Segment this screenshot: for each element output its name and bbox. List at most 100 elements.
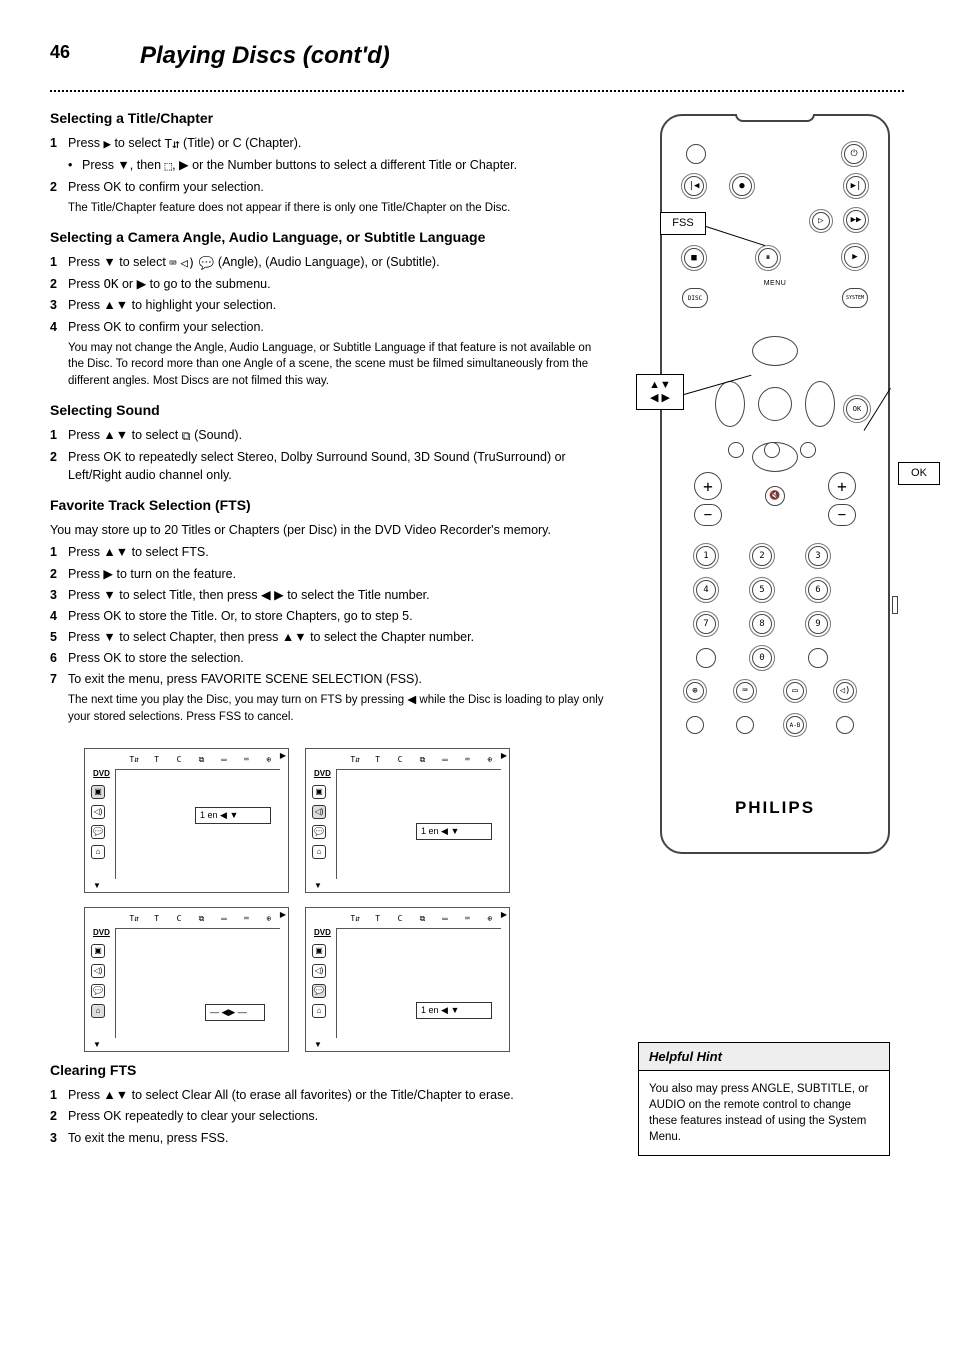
step-d4: 4Press OK to store the Title. Or, to sto… [50,607,605,625]
osd-side-icon: ⌂ [91,1004,105,1018]
osd-side-icon: ▣ [91,944,105,958]
nav-right-icon [103,135,111,153]
osd-side-icon: ⌂ [91,845,105,859]
title-icon: T⇵ [164,135,179,153]
ffwd-icon: ▶▶ [846,210,866,230]
subtitle-icon: 💬 [199,254,215,272]
divider [50,90,904,92]
osd-side-icon: 💬 [91,984,105,998]
brand-label: PHILIPS [662,798,888,818]
osd-side-icon: 💬 [91,825,105,839]
channel-up-icon: + [828,472,856,500]
angle-icon: ⌨ [169,254,177,272]
audio-icon: ◁) [180,254,195,272]
ok-inline-icon: OK [103,275,118,293]
stop-icon: ■ [684,248,704,268]
channel-down-icon: − [828,504,856,526]
remote-blank-button [696,648,716,668]
volume-up-icon: + [694,472,722,500]
number-4-button: 4 [696,580,716,600]
callout-fss: FSS [660,212,706,235]
remote-bottom-btn-4 [836,716,854,734]
record-icon: ● [732,176,752,196]
step-d6: 6Press OK to store the selection. [50,649,605,667]
mute-icon: 🔇 [765,486,785,506]
step-e2: 2Press OK repeatedly to clear your selec… [50,1107,605,1125]
heading-fts: Favorite Track Selection (FTS) [50,495,605,515]
osd-side-icon: ◁) [91,805,105,819]
ok-small-icon: ⬚ [165,157,173,175]
osd-field: 1 en ◀ ▼ [416,823,492,840]
osd-side-icon: ▣ [91,785,105,799]
fts-intro: You may store up to 20 Titles or Chapter… [50,521,605,539]
osd-field: — ◀▶ — [205,1004,265,1021]
step-d3: 3 Press ▼ to select Title, then press ◀ … [50,586,605,604]
step-d7: 7To exit the menu, press FAVORITE SCENE … [50,670,605,688]
step-b4: 4 Press OK to confirm your selection. [50,318,605,336]
ab-repeat-icon: A-B [786,716,804,734]
callout-arrows: ▲▼ ◀ ▶ [636,374,684,410]
play-small-icon: ▷ [812,212,830,230]
callout-ok: OK [898,462,940,485]
title-chapter-footnote: The Title/Chapter feature does not appea… [68,200,605,217]
step-d2: 2Press ▶ to turn on the feature. [50,565,605,583]
sound-icon: ⧉ [182,427,191,445]
heading-sound: Selecting Sound [50,400,605,420]
remote-bottom-btn-2 [736,716,754,734]
number-1-button: 1 [696,546,716,566]
osd-side-icon: ◁) [91,964,105,978]
page-number: 46 [50,42,70,63]
ok-button: OK [846,398,868,420]
nav-up-icon [752,336,798,366]
instructions-column: Selecting a Title/Chapter 1 Press to sel… [50,108,605,736]
number-2-button: 2 [752,546,772,566]
number-8-button: 8 [752,614,772,634]
number-9-button: 9 [808,614,828,634]
heading-clear-fts: Clearing FTS [50,1060,605,1080]
osd-side-icon: ▣ [312,785,326,799]
step-b2: 2 Press OK or ▶ to go to the submenu. [50,275,605,294]
step-a1: 1 Press to select T⇵ (Title) or C (Chapt… [50,134,605,153]
heading-angle-audio-subtitle: Selecting a Camera Angle, Audio Language… [50,227,605,247]
clearing-fts-col: Clearing FTS 1Press ▲▼ to select Clear A… [50,1060,605,1150]
remote-btn-top-left [686,144,706,164]
remote-small-btn-2 [764,442,780,458]
osd-toprow: T⇵TC⧉▭⌨⊕ [123,914,280,928]
osd-dvd-label: DVD [93,769,110,778]
osd-side-icon: ⌂ [312,1004,326,1018]
power-icon: ⏻ [844,144,864,164]
heading-select-title-chapter: Selecting a Title/Chapter [50,108,605,128]
nav-right-icon [805,381,835,427]
audio-remote-icon: ◁) [836,682,854,700]
osd-side-icon: ◁) [312,805,326,819]
osd-dvd-label: DVD [93,928,110,937]
osd-field: 1 en ◀ ▼ [416,1002,492,1019]
osd-side-icon: ▣ [312,944,326,958]
pause-icon: ⏸ [758,248,778,268]
nav-left-icon [715,381,745,427]
step-a1-sub: • Press ▼, then ⬚, ▶ or the Number butto… [68,156,605,175]
remote-small-btn-3 [800,442,816,458]
osd-panel-3: T⇵TC⧉▭⌨⊕DVD▣◁)💬⌂— ◀▶ —▶▼ [84,907,289,1052]
remote-side-tab [892,596,898,614]
remote-notch [735,114,815,122]
step-e3: 3To exit the menu, press FSS. [50,1129,605,1147]
remote-blank-button [808,648,828,668]
tip-header: Helpful Hint [639,1043,889,1071]
angle-note: You may not change the Angle, Audio Lang… [68,340,605,390]
number-6-button: 6 [808,580,828,600]
osd-panel-1: T⇵TC⧉▭⌨⊕DVD▣◁)💬⌂1 en ◀ ▼▶▼ [84,748,289,893]
angle-remote-icon: ⌨ [736,682,754,700]
step-c2: 2 Press OK to repeatedly select Stereo, … [50,448,605,484]
osd-panel-2: T⇵TC⧉▭⌨⊕DVD▣◁)💬⌂1 en ◀ ▼▶▼ [305,748,510,893]
number-7-button: 7 [696,614,716,634]
zoom-icon: ⊕ [686,682,704,700]
osd-toprow: T⇵TC⧉▭⌨⊕ [344,914,501,928]
osd-field: 1 en ◀ ▼ [195,807,271,824]
tip-body: You also may press ANGLE, SUBTITLE, or A… [639,1071,889,1155]
osd-side-icon: ◁) [312,964,326,978]
osd-dvd-label: DVD [314,928,331,937]
subtitle-remote-icon: ▭ [786,682,804,700]
step-d5: 5Press ▼ to select Chapter, then press ▲… [50,628,605,646]
remote-bottom-btn-1 [686,716,704,734]
